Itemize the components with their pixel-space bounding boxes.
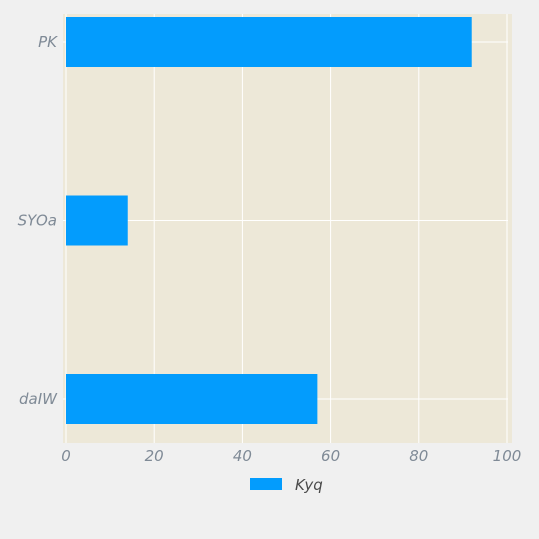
bar-daIW: [66, 374, 318, 424]
bars: [66, 17, 472, 424]
legend: Kyq: [250, 476, 323, 494]
legend-label: Kyq: [295, 476, 323, 494]
x-tick-label: 0: [61, 447, 71, 465]
x-tick-labels: 0 20 40 60 80 100: [61, 447, 521, 465]
y-tick-label: daIW: [19, 390, 58, 408]
y-tick-label: PK: [38, 33, 58, 51]
plot-background: [63, 14, 512, 443]
y-tick-label: SYOa: [18, 212, 57, 230]
x-tick-label: 80: [409, 447, 428, 465]
bar-PK: [66, 17, 472, 67]
x-tick-label: 100: [493, 447, 522, 465]
x-tick-label: 60: [321, 447, 340, 465]
y-tick-labels: PK SYOa daIW: [18, 33, 59, 408]
x-tick-label: 40: [233, 447, 252, 465]
legend-swatch: [250, 478, 282, 490]
x-tick-label: 20: [145, 447, 164, 465]
bar-SYOa: [66, 195, 128, 246]
